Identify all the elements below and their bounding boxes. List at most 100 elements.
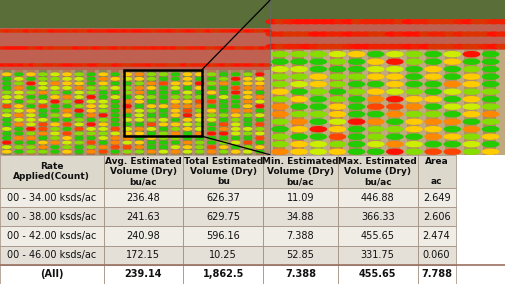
- Circle shape: [470, 44, 483, 49]
- Circle shape: [482, 142, 498, 147]
- Circle shape: [195, 123, 204, 126]
- Circle shape: [4, 30, 11, 32]
- Circle shape: [87, 30, 94, 32]
- Circle shape: [51, 128, 59, 130]
- Circle shape: [244, 47, 251, 49]
- Circle shape: [195, 109, 204, 112]
- Circle shape: [99, 96, 107, 98]
- Circle shape: [87, 128, 95, 130]
- Circle shape: [208, 132, 216, 135]
- Circle shape: [160, 82, 168, 85]
- Text: 7.388: 7.388: [285, 270, 316, 279]
- Circle shape: [156, 47, 163, 49]
- Bar: [0, 227, 104, 246]
- Circle shape: [171, 100, 179, 103]
- Circle shape: [87, 96, 95, 98]
- Circle shape: [161, 64, 168, 66]
- Circle shape: [135, 123, 143, 126]
- Circle shape: [123, 100, 131, 103]
- Circle shape: [147, 100, 156, 103]
- Circle shape: [244, 128, 252, 130]
- Text: 34.88: 34.88: [287, 212, 314, 222]
- Circle shape: [239, 64, 246, 66]
- Circle shape: [75, 114, 83, 116]
- Circle shape: [27, 146, 35, 148]
- Bar: [349, 49, 362, 155]
- Bar: [338, 155, 418, 188]
- Circle shape: [51, 105, 59, 107]
- Circle shape: [377, 32, 390, 36]
- Circle shape: [24, 47, 31, 49]
- Circle shape: [329, 89, 345, 94]
- Circle shape: [75, 146, 83, 148]
- Circle shape: [249, 30, 257, 32]
- Circle shape: [329, 104, 345, 109]
- Circle shape: [266, 32, 279, 36]
- Circle shape: [135, 82, 143, 85]
- Bar: [263, 265, 338, 284]
- Circle shape: [208, 141, 216, 144]
- Circle shape: [275, 20, 288, 24]
- Circle shape: [244, 87, 252, 89]
- Circle shape: [348, 112, 365, 117]
- Circle shape: [368, 67, 384, 72]
- Bar: [15, 70, 23, 155]
- Circle shape: [15, 105, 23, 107]
- Circle shape: [272, 134, 288, 139]
- Circle shape: [63, 151, 71, 153]
- Circle shape: [136, 30, 143, 32]
- Circle shape: [419, 20, 432, 24]
- Circle shape: [444, 82, 461, 87]
- Circle shape: [102, 64, 109, 66]
- Circle shape: [160, 78, 168, 80]
- Circle shape: [51, 82, 59, 85]
- Circle shape: [123, 105, 131, 107]
- Circle shape: [425, 67, 441, 72]
- Circle shape: [291, 89, 307, 94]
- Circle shape: [39, 123, 47, 126]
- Circle shape: [232, 137, 240, 139]
- Text: 2.474: 2.474: [423, 231, 450, 241]
- Text: 172.15: 172.15: [126, 250, 161, 260]
- Circle shape: [111, 151, 119, 153]
- Circle shape: [425, 89, 441, 94]
- Circle shape: [482, 89, 498, 94]
- Circle shape: [425, 97, 441, 102]
- Circle shape: [135, 146, 143, 148]
- Circle shape: [3, 100, 11, 103]
- Circle shape: [135, 100, 143, 103]
- Circle shape: [112, 64, 119, 66]
- Circle shape: [183, 114, 191, 116]
- Circle shape: [329, 112, 345, 117]
- Circle shape: [368, 82, 384, 87]
- Circle shape: [291, 52, 307, 57]
- Circle shape: [272, 142, 288, 147]
- Circle shape: [38, 64, 45, 66]
- Circle shape: [464, 112, 480, 117]
- Circle shape: [387, 97, 403, 102]
- Circle shape: [406, 97, 422, 102]
- Circle shape: [160, 141, 168, 144]
- Circle shape: [82, 64, 89, 66]
- Circle shape: [63, 73, 71, 76]
- Circle shape: [195, 146, 204, 148]
- Circle shape: [317, 44, 330, 49]
- Circle shape: [256, 78, 264, 80]
- Bar: [171, 70, 180, 155]
- Circle shape: [111, 123, 119, 126]
- Circle shape: [464, 97, 480, 102]
- Circle shape: [387, 74, 403, 79]
- Circle shape: [343, 32, 356, 36]
- Circle shape: [171, 119, 179, 121]
- Circle shape: [176, 47, 183, 49]
- Circle shape: [48, 30, 55, 32]
- Circle shape: [123, 87, 131, 89]
- Circle shape: [111, 73, 119, 76]
- Circle shape: [171, 128, 179, 130]
- Circle shape: [310, 82, 326, 87]
- Circle shape: [200, 64, 208, 66]
- Circle shape: [368, 104, 384, 109]
- Circle shape: [406, 134, 422, 139]
- Circle shape: [326, 20, 339, 24]
- Text: (All): (All): [40, 270, 64, 279]
